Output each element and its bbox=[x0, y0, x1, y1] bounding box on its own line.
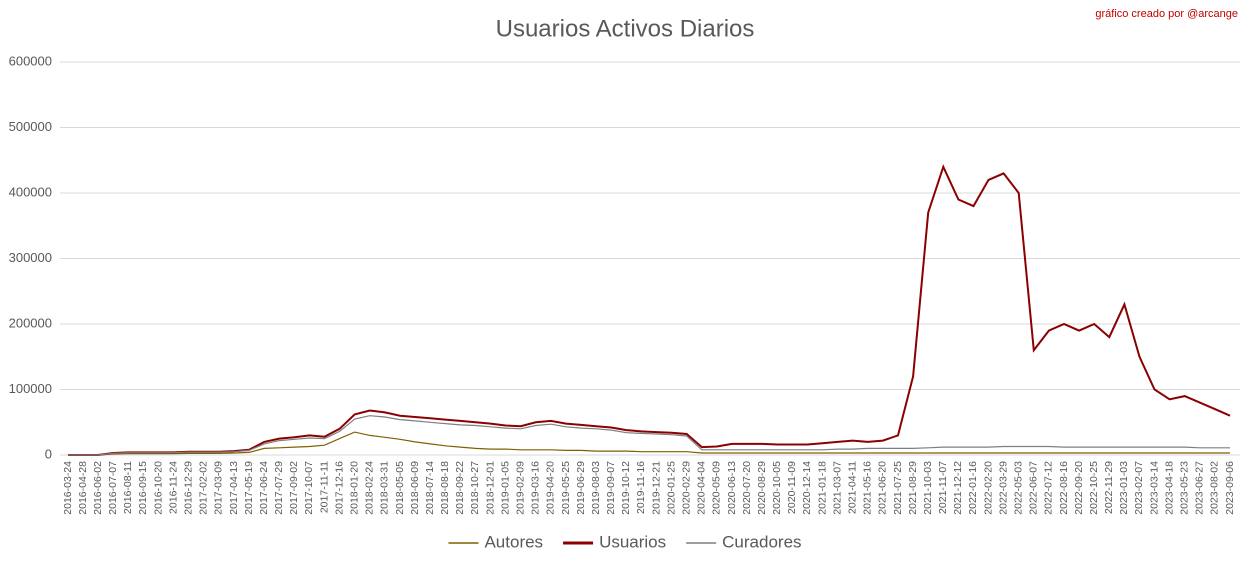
x-tick-label: 2019-02-09 bbox=[515, 461, 527, 515]
x-tick-label: 2020-01-25 bbox=[665, 461, 677, 515]
x-tick-label: 2021-05-16 bbox=[862, 461, 874, 515]
x-tick-label: 2018-12-01 bbox=[484, 461, 496, 515]
x-tick-label: 2017-06-24 bbox=[258, 461, 270, 515]
x-tick-label: 2019-09-07 bbox=[605, 461, 617, 515]
x-tick-label: 2023-05-23 bbox=[1179, 461, 1191, 515]
x-tick-label: 2023-01-03 bbox=[1118, 461, 1130, 515]
x-tick-label: 2021-03-07 bbox=[831, 461, 843, 515]
x-tick-label: 2021-11-07 bbox=[937, 461, 949, 514]
x-tick-label: 2016-12-29 bbox=[183, 461, 195, 515]
x-tick-label: 2018-09-22 bbox=[454, 461, 466, 515]
x-tick-label: 2020-11-09 bbox=[786, 461, 798, 514]
x-tick-label: 2019-10-12 bbox=[620, 461, 632, 515]
x-tick-label: 2022-02-20 bbox=[982, 461, 994, 515]
x-tick-label: 2017-03-09 bbox=[213, 461, 225, 515]
x-tick-label: 2019-11-16 bbox=[635, 461, 647, 514]
x-tick-label: 2016-11-24 bbox=[167, 461, 179, 514]
x-tick-label: 2018-05-05 bbox=[394, 461, 406, 515]
x-tick-label: 2017-07-29 bbox=[273, 461, 285, 515]
x-tick-label: 2022-11-29 bbox=[1103, 461, 1115, 514]
x-tick-label: 2022-01-16 bbox=[967, 461, 979, 515]
x-tick-label: 2023-02-07 bbox=[1133, 461, 1145, 515]
x-tick-label: 2023-06-27 bbox=[1194, 461, 1206, 515]
x-tick-label: 2020-06-13 bbox=[726, 461, 738, 515]
x-tick-label: 2020-02-29 bbox=[681, 461, 693, 515]
x-tick-label: 2017-09-02 bbox=[288, 461, 300, 515]
x-tick-label: 2021-10-03 bbox=[922, 461, 934, 515]
y-tick-label: 100000 bbox=[9, 381, 52, 396]
x-tick-label: 2019-04-20 bbox=[545, 461, 557, 515]
y-tick-label: 200000 bbox=[9, 315, 52, 330]
x-tick-label: 2023-04-18 bbox=[1163, 461, 1175, 515]
x-tick-label: 2022-05-03 bbox=[1013, 461, 1025, 515]
x-tick-label: 2020-07-20 bbox=[741, 461, 753, 515]
x-tick-label: 2016-07-07 bbox=[107, 461, 119, 515]
x-tick-label: 2018-01-20 bbox=[349, 461, 361, 515]
x-tick-label: 2018-03-31 bbox=[379, 461, 391, 515]
x-tick-label: 2020-12-14 bbox=[801, 461, 813, 515]
series-line bbox=[68, 431, 1230, 456]
legend-label: Autores bbox=[484, 532, 543, 551]
series-line bbox=[68, 164, 1231, 456]
x-tick-label: 2022-07-12 bbox=[1043, 461, 1055, 515]
x-tick-label: 2017-11-11 bbox=[318, 461, 330, 513]
x-tick-label: 2019-01-05 bbox=[499, 461, 511, 515]
legend-label: Usuarios bbox=[599, 532, 666, 551]
x-tick-label: 2021-08-29 bbox=[907, 461, 919, 515]
x-tick-label: 2023-03-14 bbox=[1148, 461, 1160, 515]
x-tick-label: 2017-05-19 bbox=[243, 461, 255, 515]
x-tick-label: 2023-08-02 bbox=[1209, 461, 1221, 515]
x-tick-label: 2022-08-16 bbox=[1058, 461, 1070, 515]
x-tick-label: 2019-08-03 bbox=[590, 461, 602, 515]
x-tick-label: 2022-10-25 bbox=[1088, 461, 1100, 515]
x-tick-label: 2020-05-09 bbox=[711, 461, 723, 515]
x-tick-label: 2022-03-29 bbox=[997, 461, 1009, 515]
x-tick-label: 2016-06-02 bbox=[92, 461, 104, 515]
x-tick-label: 2017-02-02 bbox=[198, 461, 210, 515]
x-tick-label: 2020-10-05 bbox=[771, 461, 783, 515]
x-tick-label: 2021-04-11 bbox=[847, 461, 859, 514]
x-tick-label: 2016-09-15 bbox=[137, 461, 149, 515]
chart-title: Usuarios Activos Diarios bbox=[496, 15, 755, 42]
x-tick-label: 2021-01-18 bbox=[816, 461, 828, 515]
x-tick-label: 2021-12-12 bbox=[952, 461, 964, 515]
x-tick-label: 2019-05-25 bbox=[560, 461, 572, 515]
x-tick-label: 2018-02-24 bbox=[364, 461, 376, 515]
x-tick-label: 2022-09-20 bbox=[1073, 461, 1085, 515]
y-tick-label: 600000 bbox=[9, 53, 52, 68]
x-tick-label: 2016-08-11 bbox=[122, 461, 134, 514]
x-tick-label: 2018-06-09 bbox=[409, 461, 421, 515]
x-tick-label: 2019-12-21 bbox=[650, 461, 662, 515]
x-tick-label: 2019-03-16 bbox=[530, 461, 542, 515]
x-tick-label: 2017-10-07 bbox=[303, 461, 315, 515]
x-tick-label: 2019-06-29 bbox=[575, 461, 587, 515]
x-tick-label: 2020-08-29 bbox=[756, 461, 768, 515]
y-tick-label: 300000 bbox=[9, 250, 52, 265]
x-tick-label: 2020-04-04 bbox=[696, 461, 708, 515]
x-tick-label: 2018-08-18 bbox=[439, 461, 451, 515]
x-tick-label: 2016-10-20 bbox=[152, 461, 164, 515]
x-tick-label: 2018-10-27 bbox=[469, 461, 481, 515]
x-tick-label: 2017-04-13 bbox=[228, 461, 240, 515]
x-tick-label: 2021-07-25 bbox=[892, 461, 904, 515]
x-tick-label: 2016-04-28 bbox=[77, 461, 89, 515]
credit: gráfico creado por @arcange bbox=[1095, 8, 1238, 20]
legend-label: Curadores bbox=[722, 532, 801, 551]
series-line bbox=[68, 415, 1230, 456]
x-tick-label: 2023-09-06 bbox=[1224, 461, 1236, 515]
y-tick-label: 400000 bbox=[9, 184, 52, 199]
x-tick-label: 2021-06-20 bbox=[877, 461, 889, 515]
x-tick-label: 2018-07-14 bbox=[424, 461, 436, 515]
x-tick-label: 2017-12-16 bbox=[333, 461, 345, 515]
x-tick-label: 2016-03-24 bbox=[62, 461, 74, 515]
y-tick-label: 0 bbox=[45, 446, 52, 461]
y-tick-label: 500000 bbox=[9, 119, 52, 134]
x-tick-label: 2022-06-07 bbox=[1028, 461, 1040, 515]
